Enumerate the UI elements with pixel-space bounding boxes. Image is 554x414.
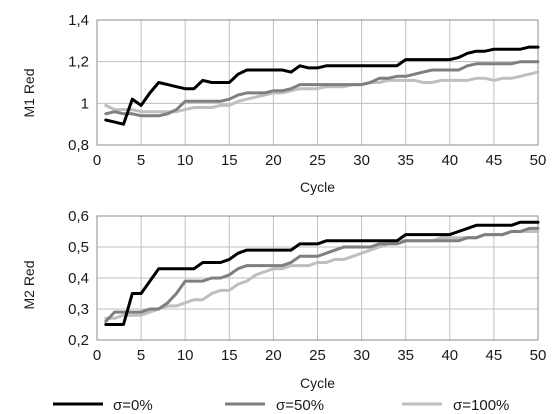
y-tick-label: 1 — [81, 95, 89, 112]
x-tick-label: 45 — [486, 347, 503, 364]
x-tick-label: 40 — [441, 152, 458, 169]
legend-label: σ=0% — [113, 397, 153, 414]
series-line-sigma-100 — [106, 72, 538, 112]
x-tick-label: 10 — [177, 347, 194, 364]
x-tick-label: 50 — [530, 152, 547, 169]
x-axis-label: Cycle — [300, 179, 335, 195]
y-tick-label: 0,3 — [68, 301, 89, 318]
y-axis-label: M2 Red — [21, 260, 37, 309]
x-tick-label: 35 — [397, 347, 414, 364]
x-tick-label: 5 — [137, 152, 145, 169]
x-tick-label: 5 — [137, 347, 145, 364]
x-axis-label: Cycle — [300, 375, 335, 391]
y-tick-label: 1,2 — [68, 54, 89, 71]
x-tick-label: 20 — [265, 347, 282, 364]
chart-panel-m2-red: 0,2 0,3 0,4 0,5 0,6 0 5 10 15 20 25 30 35 40 45 50 Cycle… — [21, 208, 546, 391]
y-tick-label: 0,8 — [68, 137, 89, 154]
x-tick-label: 15 — [221, 347, 238, 364]
chart-legend: σ=0% σ=50% σ=100% — [53, 397, 509, 414]
y-tick-label: 0,5 — [68, 239, 89, 256]
legend-label: σ=50% — [276, 397, 324, 414]
y-tick-label: 1,4 — [68, 12, 89, 29]
x-tick-label: 25 — [309, 152, 326, 169]
y-axis-label: M1 Red — [21, 68, 37, 117]
x-tick-label: 20 — [265, 152, 282, 169]
x-tick-label: 30 — [353, 347, 370, 364]
x-tick-label: 10 — [177, 152, 194, 169]
y-tick-label: 0,6 — [68, 208, 89, 225]
x-tick-label: 30 — [353, 152, 370, 169]
x-tick-label: 50 — [530, 347, 547, 364]
legend-label: σ=100% — [453, 397, 509, 414]
x-tick-label: 25 — [309, 347, 326, 364]
x-tick-label: 15 — [221, 152, 238, 169]
x-tick-label: 35 — [397, 152, 414, 169]
series-line-sigma-100 — [106, 232, 538, 319]
y-tick-label: 0,2 — [68, 332, 89, 349]
x-tick-label: 45 — [486, 152, 503, 169]
x-tick-label: 0 — [93, 347, 101, 364]
chart-panel-m1-red: 0,8 1 1,2 1,4 0 5 10 15 20 25 30 35 40 45 50 Cycle M1 Re… — [21, 12, 546, 195]
x-tick-label: 0 — [93, 152, 101, 169]
x-tick-label: 40 — [441, 347, 458, 364]
y-tick-label: 0,4 — [68, 270, 89, 287]
